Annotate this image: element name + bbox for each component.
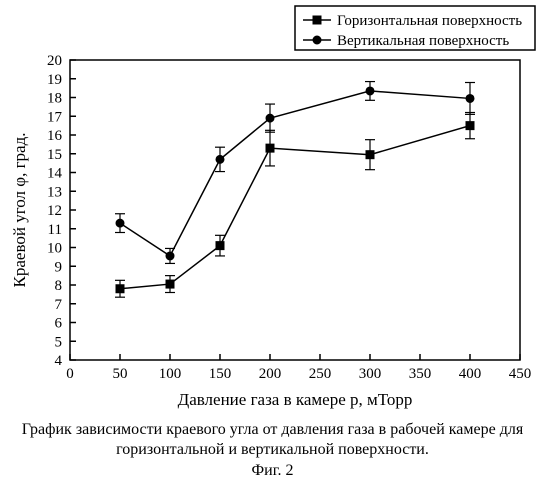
svg-text:19: 19 [47,72,62,88]
svg-text:17: 17 [47,109,63,125]
svg-text:400: 400 [459,366,482,382]
figure-label: Фиг. 2 [0,462,545,480]
svg-text:14: 14 [47,166,63,182]
caption-line1: График зависимости краевого угла от давл… [22,421,523,438]
svg-text:250: 250 [309,366,332,382]
svg-text:300: 300 [359,366,382,382]
svg-text:450: 450 [509,366,532,382]
svg-text:8: 8 [55,278,63,294]
svg-text:18: 18 [47,91,62,107]
svg-text:4: 4 [55,353,63,369]
svg-text:6: 6 [55,316,63,332]
svg-text:150: 150 [209,366,232,382]
svg-text:100: 100 [159,366,182,382]
svg-text:50: 50 [113,366,128,382]
svg-text:5: 5 [55,334,63,350]
svg-text:Вертикальная поверхность: Вертикальная поверхность [337,33,509,49]
chart-svg: 0 50 100 150 200 250 300 350 400 450 4 5 6 7 8 9 10 11 12 1… [0,0,545,420]
svg-text:10: 10 [47,241,62,257]
svg-text:16: 16 [47,128,63,144]
svg-text:Давление газа в камере p, мТор: Давление газа в камере p, мТорр [178,390,413,409]
svg-text:0: 0 [66,366,74,382]
svg-text:7: 7 [55,297,63,313]
svg-text:20: 20 [47,53,62,69]
caption: График зависимости краевого угла от давл… [0,420,545,460]
svg-text:12: 12 [47,203,62,219]
svg-text:9: 9 [55,259,63,275]
svg-text:15: 15 [47,147,62,163]
svg-text:Горизонтальная поверхность: Горизонтальная поверхность [337,13,522,29]
svg-text:11: 11 [48,222,62,238]
svg-text:13: 13 [47,184,62,200]
svg-text:200: 200 [259,366,282,382]
figure-container: 0 50 100 150 200 250 300 350 400 450 4 5 6 7 8 9 10 11 12 1… [0,0,545,500]
svg-text:350: 350 [409,366,432,382]
svg-text:Краевой угол φ, град.: Краевой угол φ, град. [10,133,29,288]
caption-line2: горизонтальной и вертикальной поверхност… [116,441,429,458]
